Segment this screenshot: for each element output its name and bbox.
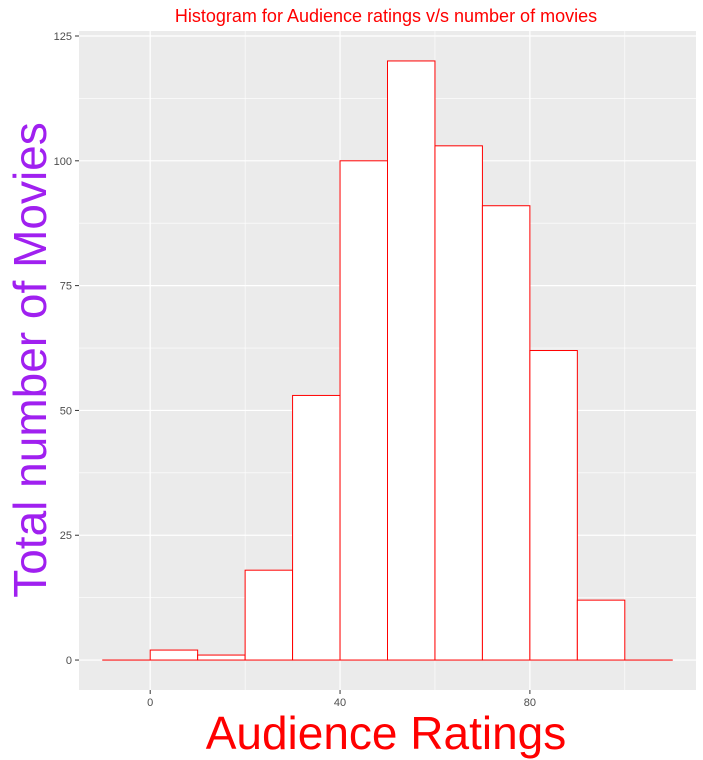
histogram-bar (245, 570, 292, 660)
y-tick-label: 25 (60, 530, 72, 542)
x-tick-label: 80 (524, 697, 536, 709)
histogram-bar (198, 655, 245, 660)
x-tick-label: 0 (147, 697, 153, 709)
x-tick-label: 40 (334, 697, 346, 709)
histogram-bar (482, 206, 529, 660)
y-tick-label: 100 (54, 156, 72, 168)
y-tick-label: 125 (54, 31, 72, 43)
histogram-bar (340, 161, 387, 660)
y-tick-label: 0 (66, 655, 72, 667)
histogram-bar (577, 600, 624, 660)
histogram-bar (150, 650, 197, 660)
histogram-bar (293, 395, 340, 660)
y-tick-label: 50 (60, 405, 72, 417)
histogram-bar (530, 351, 577, 661)
histogram-bar (435, 146, 482, 660)
y-tick-label: 75 (60, 281, 72, 293)
histogram-bar (388, 61, 435, 660)
